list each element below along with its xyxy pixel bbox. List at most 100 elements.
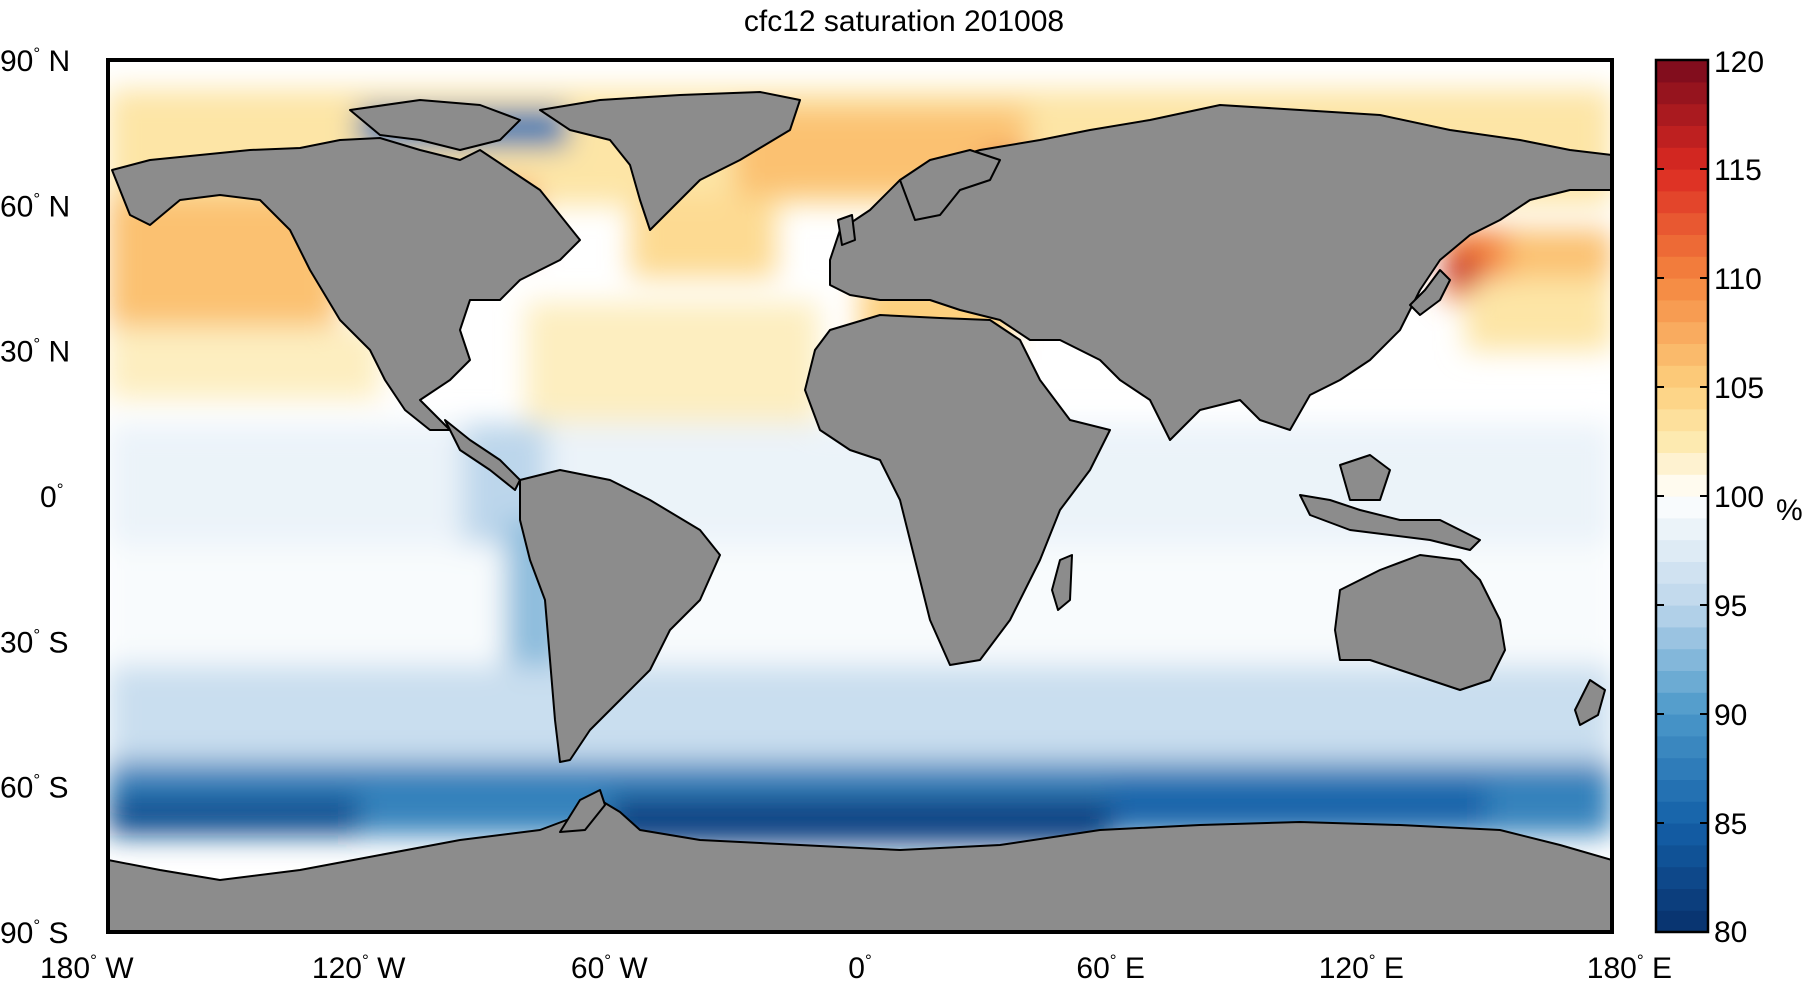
colorbar-segment: [1656, 212, 1708, 235]
colorbar-segment: [1656, 735, 1708, 759]
colorbar-segment: [1656, 278, 1708, 301]
colorbar-tick-label: 85: [1714, 808, 1747, 841]
longitude-tick-labels: 180° W 120° W 60° W 0° 60° E 120° E 180° E: [40, 951, 1672, 984]
saturation-region-8: [1507, 229, 1612, 278]
colorbar-tick-labels: 80 85 90 95 100 105 110 115 120: [1656, 46, 1764, 949]
africa: [804, 314, 1111, 666]
lat-tick-label: 30° S: [0, 625, 69, 659]
colorbar-tick-label: 110: [1714, 263, 1762, 296]
australia: [1334, 554, 1506, 691]
saturation-region-15: [108, 796, 359, 836]
colorbar-segment: [1656, 452, 1708, 475]
lat-tick-label: 90° S: [0, 916, 69, 950]
colorbar-segment: [1656, 648, 1708, 671]
saturation-region-22: [1444, 253, 1479, 288]
lon-tick-label: 60° E: [1076, 951, 1145, 984]
latitude-tick-labels: 90° N 60° N 30° N 0° 30° S 60° S 90° S: [0, 44, 70, 950]
colorbar-segment: [1656, 539, 1708, 562]
colorbar-segment: [1656, 692, 1708, 715]
land-masses: [108, 91, 1612, 932]
eurasia: [829, 104, 1612, 441]
colorbar-segment: [1656, 888, 1708, 911]
saturation-region-14: [609, 796, 1111, 845]
colorbar-tick-label: 100: [1714, 481, 1764, 514]
colorbar: 80 85 90 95 100 105 110 115 120 %: [1654, 46, 1803, 949]
colorbar-segment: [1656, 343, 1708, 366]
colorbar-segment: [1656, 474, 1708, 497]
colorbar-segment: [1656, 757, 1708, 780]
saturation-region-4: [525, 302, 819, 424]
colorbar-segment: [1656, 517, 1708, 541]
colorbar-tick-label: 80: [1714, 916, 1747, 949]
canadian-archipelago: [349, 99, 521, 151]
south-america: [519, 469, 721, 763]
colorbar-segment: [1656, 256, 1708, 279]
lon-tick-label: 0°: [848, 951, 872, 984]
lat-tick-label: 60° S: [0, 771, 69, 805]
antarctica: [108, 799, 1612, 932]
central-america: [444, 419, 521, 491]
colorbar-segment: [1656, 299, 1708, 323]
lon-tick-label: 180° W: [40, 951, 134, 984]
lat-tick-label: 90° N: [0, 44, 70, 78]
british-isles: [837, 214, 856, 246]
borneo: [1339, 454, 1391, 501]
lon-tick-label: 120° E: [1319, 951, 1404, 984]
colorbar-tick-label: 115: [1714, 154, 1762, 187]
colorbar-segment: [1656, 844, 1708, 868]
colorbar-segment: [1656, 561, 1708, 584]
colorbar-segment: [1656, 430, 1708, 453]
map-frame: [106, 58, 1614, 934]
colorbar-segment: [1656, 190, 1708, 214]
japan: [1409, 269, 1451, 316]
colorbar-segment: [1656, 81, 1708, 105]
colorbar-segment: [1656, 670, 1708, 693]
colorbar-tick-label: 105: [1714, 372, 1764, 405]
indonesia: [1299, 494, 1481, 551]
colorbar-segment: [1656, 866, 1708, 889]
colorbar-segment: [1656, 823, 1708, 846]
colorbar-segment: [1656, 801, 1708, 824]
colorbar-segment: [1656, 103, 1708, 126]
colorbar-segment: [1656, 714, 1708, 737]
north-america: [111, 137, 581, 431]
saturation-region-16: [1110, 786, 1487, 826]
colorbar-segment: [1656, 365, 1708, 388]
colorbar-segment: [1656, 583, 1708, 606]
colorbar-segment: [1656, 626, 1708, 650]
lon-tick-label: 180° E: [1587, 951, 1672, 984]
lat-tick-label: 60° N: [0, 189, 70, 223]
lat-tick-label: 30° N: [0, 335, 70, 369]
saturation-region-12: [108, 665, 1612, 763]
colorbar-segment: [1656, 147, 1708, 170]
map-title: cfc12 saturation 201008: [743, 5, 1065, 38]
saturation-region-9: [1465, 278, 1612, 351]
lon-tick-label: 60° W: [571, 951, 649, 984]
antarctic-peninsula: [559, 789, 606, 833]
colorbar-tick-label: 120: [1714, 46, 1764, 79]
colorbar-tick-label: 95: [1714, 590, 1747, 623]
greenland: [539, 91, 801, 231]
colorbar-segment: [1656, 125, 1708, 148]
map-area: [108, 60, 1612, 932]
saturation-region-2: [108, 326, 380, 400]
lat-tick-label: 0°: [40, 480, 64, 514]
colorbar-segment: [1656, 408, 1708, 432]
colorbar-segment: [1656, 779, 1708, 802]
colorbar-segments: [1656, 60, 1708, 933]
colorbar-segment: [1656, 496, 1708, 519]
colorbar-segment: [1656, 321, 1708, 344]
colorbar-segment: [1656, 605, 1708, 628]
colorbar-segment: [1656, 910, 1708, 933]
madagascar: [1051, 554, 1073, 611]
new-zealand: [1574, 679, 1606, 726]
scandinavia: [899, 149, 1001, 221]
colorbar-segment: [1656, 387, 1708, 410]
colorbar-unit-label: %: [1776, 494, 1803, 527]
lon-tick-label: 120° W: [312, 951, 406, 984]
colorbar-segment: [1656, 234, 1708, 257]
colorbar-tick-label: 90: [1714, 699, 1747, 732]
colorbar-segment: [1656, 169, 1708, 192]
colorbar-segment: [1656, 60, 1708, 83]
